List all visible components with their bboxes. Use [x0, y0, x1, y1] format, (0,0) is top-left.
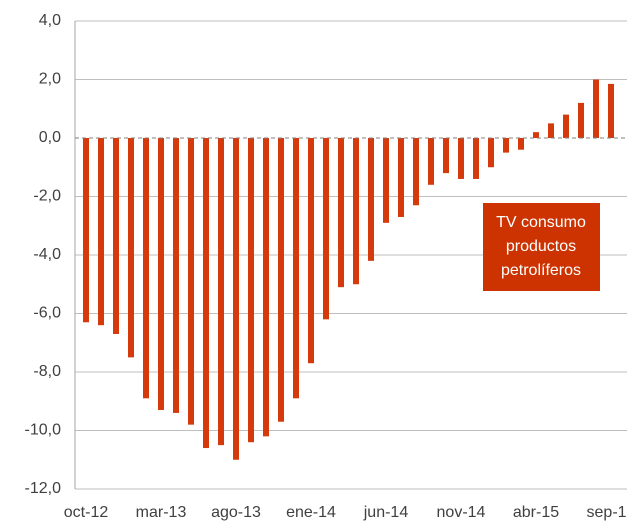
bar — [218, 138, 224, 446]
annotation-line: petrolíferos — [501, 262, 581, 279]
y-tick-label: 4,0 — [39, 12, 61, 29]
bar — [248, 138, 254, 443]
y-tick-label: -4,0 — [33, 246, 61, 263]
x-tick-label: ago-13 — [211, 504, 261, 521]
bar — [593, 79, 599, 138]
bar — [398, 138, 404, 217]
bar — [383, 138, 389, 223]
bar — [488, 138, 494, 168]
bar — [413, 138, 419, 206]
bar — [173, 138, 179, 413]
bar — [608, 83, 614, 138]
bar — [548, 123, 554, 138]
bar — [143, 138, 149, 399]
bar — [533, 132, 539, 138]
annotation-line: productos — [506, 238, 576, 255]
bar — [368, 138, 374, 261]
bar — [278, 138, 284, 422]
bar — [353, 138, 359, 285]
bar — [128, 138, 134, 358]
x-tick-label: oct-12 — [64, 504, 109, 521]
y-tick-label: -8,0 — [33, 363, 61, 380]
bar — [578, 102, 584, 138]
y-tick-label: -6,0 — [33, 305, 61, 322]
bar — [428, 138, 434, 185]
y-tick-label: 0,0 — [39, 129, 61, 146]
bar — [293, 138, 299, 399]
x-tick-label: sep-15 — [587, 504, 627, 521]
x-tick-label: mar-13 — [136, 504, 187, 521]
bar — [113, 138, 119, 334]
bar — [83, 138, 89, 323]
bar — [503, 138, 509, 153]
bar — [98, 138, 104, 326]
bar — [518, 138, 524, 150]
y-tick-label: -12,0 — [25, 480, 62, 497]
bar — [473, 138, 479, 179]
x-tick-label: ene-14 — [286, 504, 336, 521]
y-tick-label: -10,0 — [25, 422, 62, 439]
annotation-line: TV consumo — [496, 214, 586, 231]
x-tick-label: abr-15 — [513, 504, 559, 521]
bar — [233, 138, 239, 460]
y-tick-label: 2,0 — [39, 71, 61, 88]
bar — [563, 114, 569, 138]
bar — [308, 138, 314, 364]
bar — [188, 138, 194, 425]
x-tick-label: jun-14 — [363, 504, 409, 521]
annotation: TV consumo productos petrolíferos — [483, 203, 600, 291]
bar — [203, 138, 209, 449]
bar — [443, 138, 449, 174]
bar — [338, 138, 344, 288]
bar — [458, 138, 464, 179]
bar — [323, 138, 329, 320]
bar — [158, 138, 164, 411]
y-tick-label: -2,0 — [33, 188, 61, 205]
x-tick-label: nov-14 — [437, 504, 486, 521]
annotation-box — [483, 203, 600, 291]
bar — [263, 138, 269, 437]
